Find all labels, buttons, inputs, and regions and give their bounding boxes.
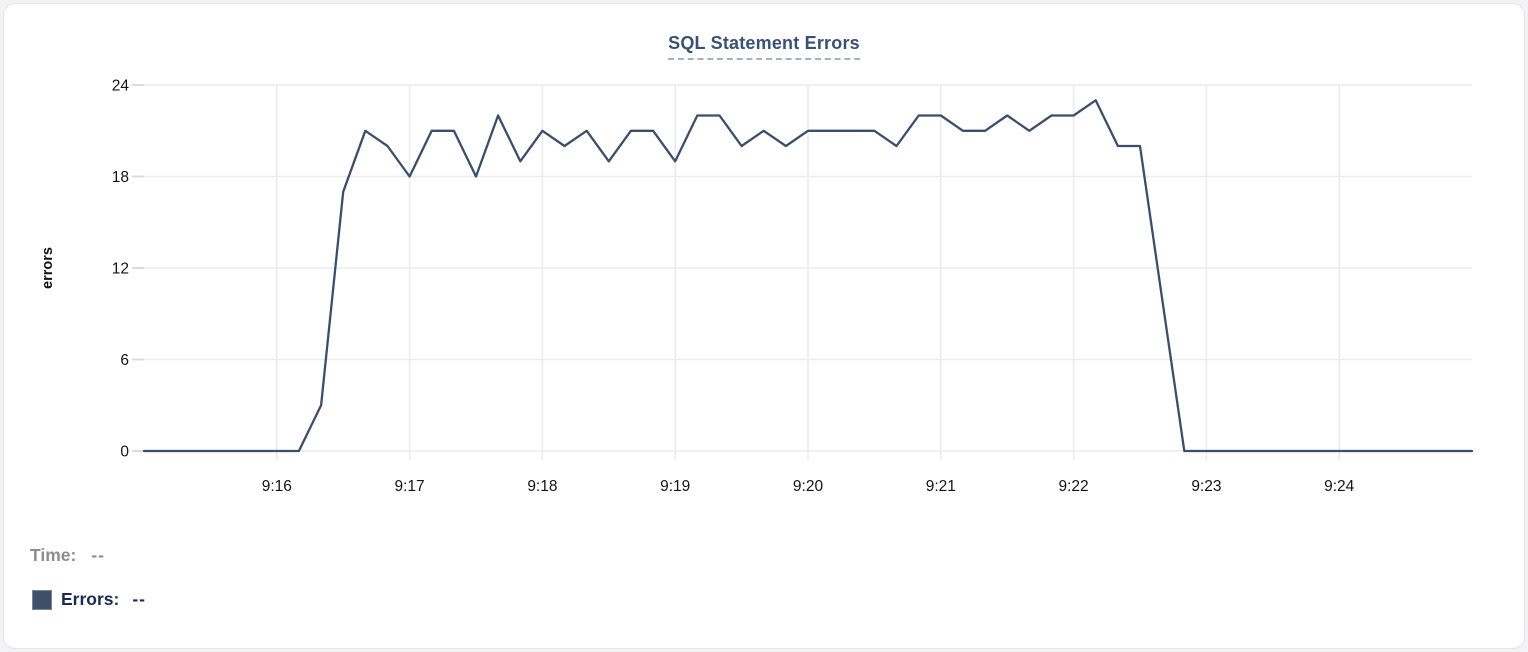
x-tick-label: 9:22	[1059, 478, 1089, 495]
y-tick-label: 12	[112, 261, 129, 278]
time-label: Time:	[30, 545, 77, 565]
errors-label: Errors:	[61, 589, 120, 609]
y-tick-label: 0	[120, 444, 129, 461]
y-axis-title: errors	[40, 247, 56, 289]
time-value: --	[91, 545, 106, 565]
x-tick-label: 9:20	[793, 478, 824, 495]
x-tick-label: 9:23	[1191, 478, 1221, 495]
x-tick-label: 9:17	[395, 478, 425, 495]
y-tick-label: 6	[120, 352, 129, 369]
errors-series-swatch	[32, 589, 52, 610]
errors-series-line[interactable]	[142, 99, 1474, 453]
chart-card: SQL Statement Errors 9:16 9:17 9:18 9:19 9:2…	[3, 3, 1525, 649]
x-tick-label: 9:21	[926, 478, 956, 495]
x-tick-label: 9:16	[262, 478, 292, 495]
tooltip-time-row: Time: --	[30, 545, 105, 566]
y-tick-label: 24	[112, 78, 130, 95]
errors-line-chart[interactable]: 9:16 9:17 9:18 9:19 9:20 9:21 9:22 9:23 9:24 0 6 12…	[4, 4, 1526, 650]
errors-value: --	[132, 589, 147, 609]
y-tick-label: 18	[112, 169, 129, 186]
x-tick-label: 9:24	[1324, 478, 1355, 495]
chart-title[interactable]: SQL Statement Errors	[668, 33, 860, 60]
legend-errors-row[interactable]: Errors: --	[32, 589, 146, 610]
x-tick-label: 9:19	[660, 478, 690, 495]
x-tick-label: 9:18	[527, 478, 557, 495]
